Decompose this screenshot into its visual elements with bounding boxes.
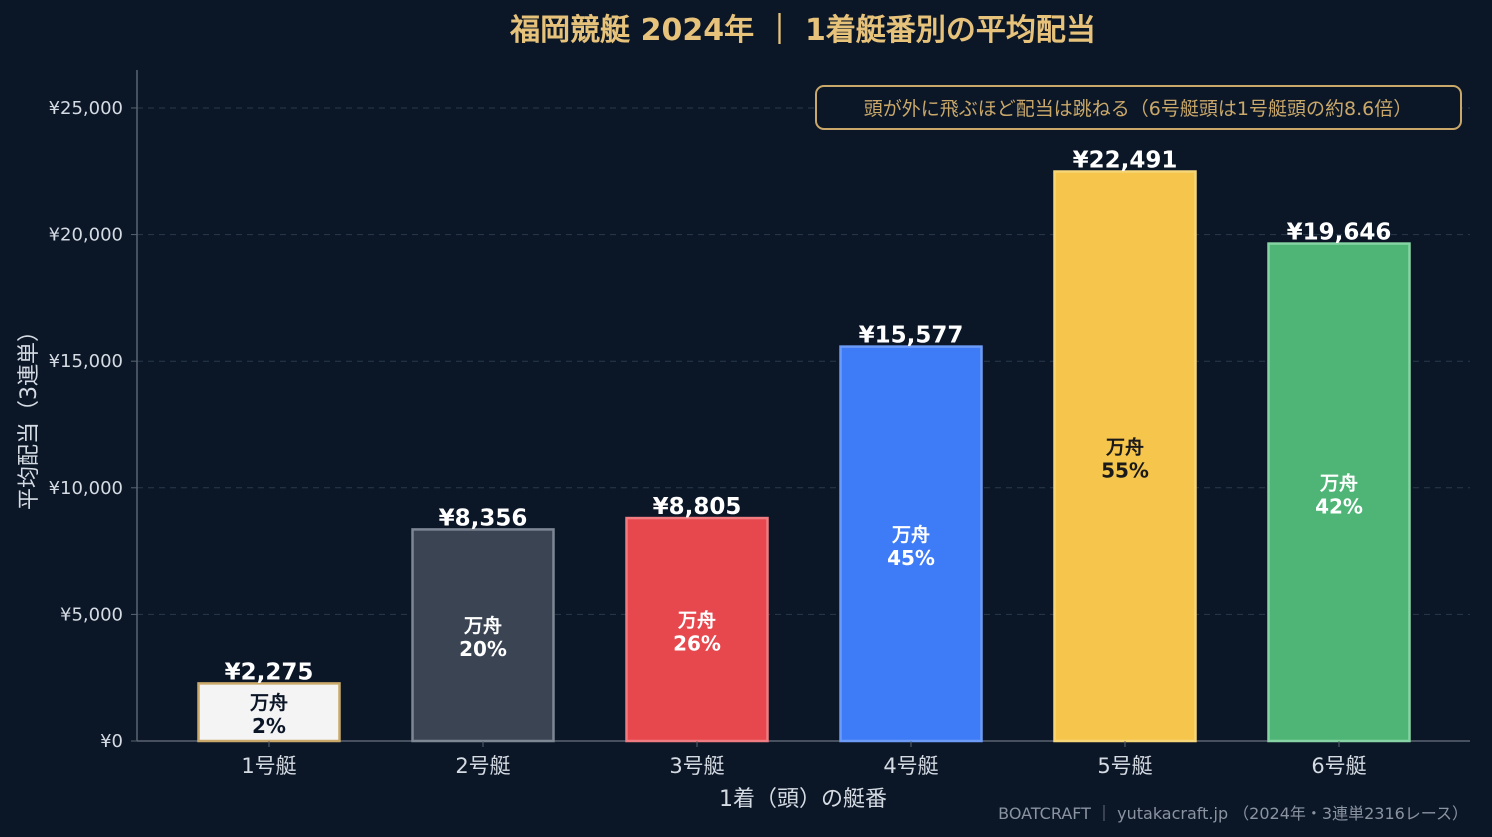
inner-label-heading: 万舟: [677, 609, 716, 632]
value-label: ¥2,275: [225, 659, 314, 685]
x-tick-label: 4号艇: [883, 754, 938, 778]
bar-group-1: ¥2,275 万舟2%: [197, 659, 341, 743]
chart-title: 福岡競艇 2024年 ｜ 1着艇番別の平均配当: [509, 13, 1096, 48]
y-tick-label: ¥15,000: [49, 351, 123, 372]
annotation-text: 頭が外に飛ぶほど配当は跳ねる（6号艇頭は1号艇頭の約8.6倍）: [864, 98, 1412, 120]
footer-credit: BOATCRAFT ｜ yutakacraft.jp （2024年・3連単231…: [998, 804, 1468, 823]
x-tick-label: 3号艇: [669, 754, 724, 778]
bar: [839, 345, 983, 743]
inner-label-percent: 2%: [252, 714, 286, 738]
y-tick-label: ¥25,000: [49, 98, 123, 119]
bar: [411, 528, 555, 743]
x-tick-label: 5号艇: [1097, 754, 1152, 778]
x-tick-label: 2号艇: [455, 754, 510, 778]
value-label: ¥8,805: [653, 494, 742, 520]
value-label: ¥15,577: [859, 323, 964, 349]
bar: [1053, 170, 1197, 743]
inner-label-heading: 万舟: [1319, 471, 1358, 494]
bar: [625, 516, 769, 743]
bar: [1267, 242, 1411, 743]
x-tick-labels: 1号艇 2号艇 3号艇 4号艇 5号艇 6号艇: [241, 741, 1367, 778]
y-axis-label: 平均配当（3連単）: [17, 320, 42, 510]
annotation-box: 頭が外に飛ぶほど配当は跳ねる（6号艇頭は1号艇頭の約8.6倍）: [815, 85, 1462, 130]
y-tick-label: ¥10,000: [49, 478, 123, 499]
inner-label-percent: 42%: [1315, 494, 1363, 518]
inner-label-percent: 55%: [1101, 458, 1149, 482]
x-tick-label: 6号艇: [1311, 754, 1366, 778]
inner-label-heading: 万舟: [463, 614, 502, 637]
inner-label-percent: 45%: [887, 546, 935, 570]
value-label: ¥19,646: [1287, 220, 1392, 246]
y-tick-label: ¥0: [100, 731, 123, 752]
inner-label-percent: 20%: [459, 637, 507, 661]
x-tick-label: 1号艇: [241, 754, 296, 778]
grid-lines: [137, 107, 1470, 615]
axes: [136, 70, 1470, 742]
y-tick-labels: ¥0 ¥5,000 ¥10,000 ¥15,000 ¥20,000 ¥25,000: [49, 98, 137, 752]
inner-label-heading: 万舟: [1105, 435, 1144, 458]
value-label: ¥22,491: [1073, 148, 1178, 174]
annotation-border: [815, 85, 1462, 130]
value-label: ¥8,356: [439, 505, 528, 531]
y-tick-label: ¥20,000: [49, 225, 123, 246]
inner-label-heading: 万舟: [891, 523, 930, 546]
y-tick-label: ¥5,000: [60, 604, 123, 625]
inner-label-heading: 万舟: [249, 691, 288, 714]
inner-label-percent: 26%: [673, 632, 721, 656]
x-axis-label: 1着（頭）の艇番: [719, 787, 887, 812]
bars: ¥2,275万舟2%¥8,356万舟20%¥8,805万舟26%¥15,577万…: [197, 148, 1411, 743]
